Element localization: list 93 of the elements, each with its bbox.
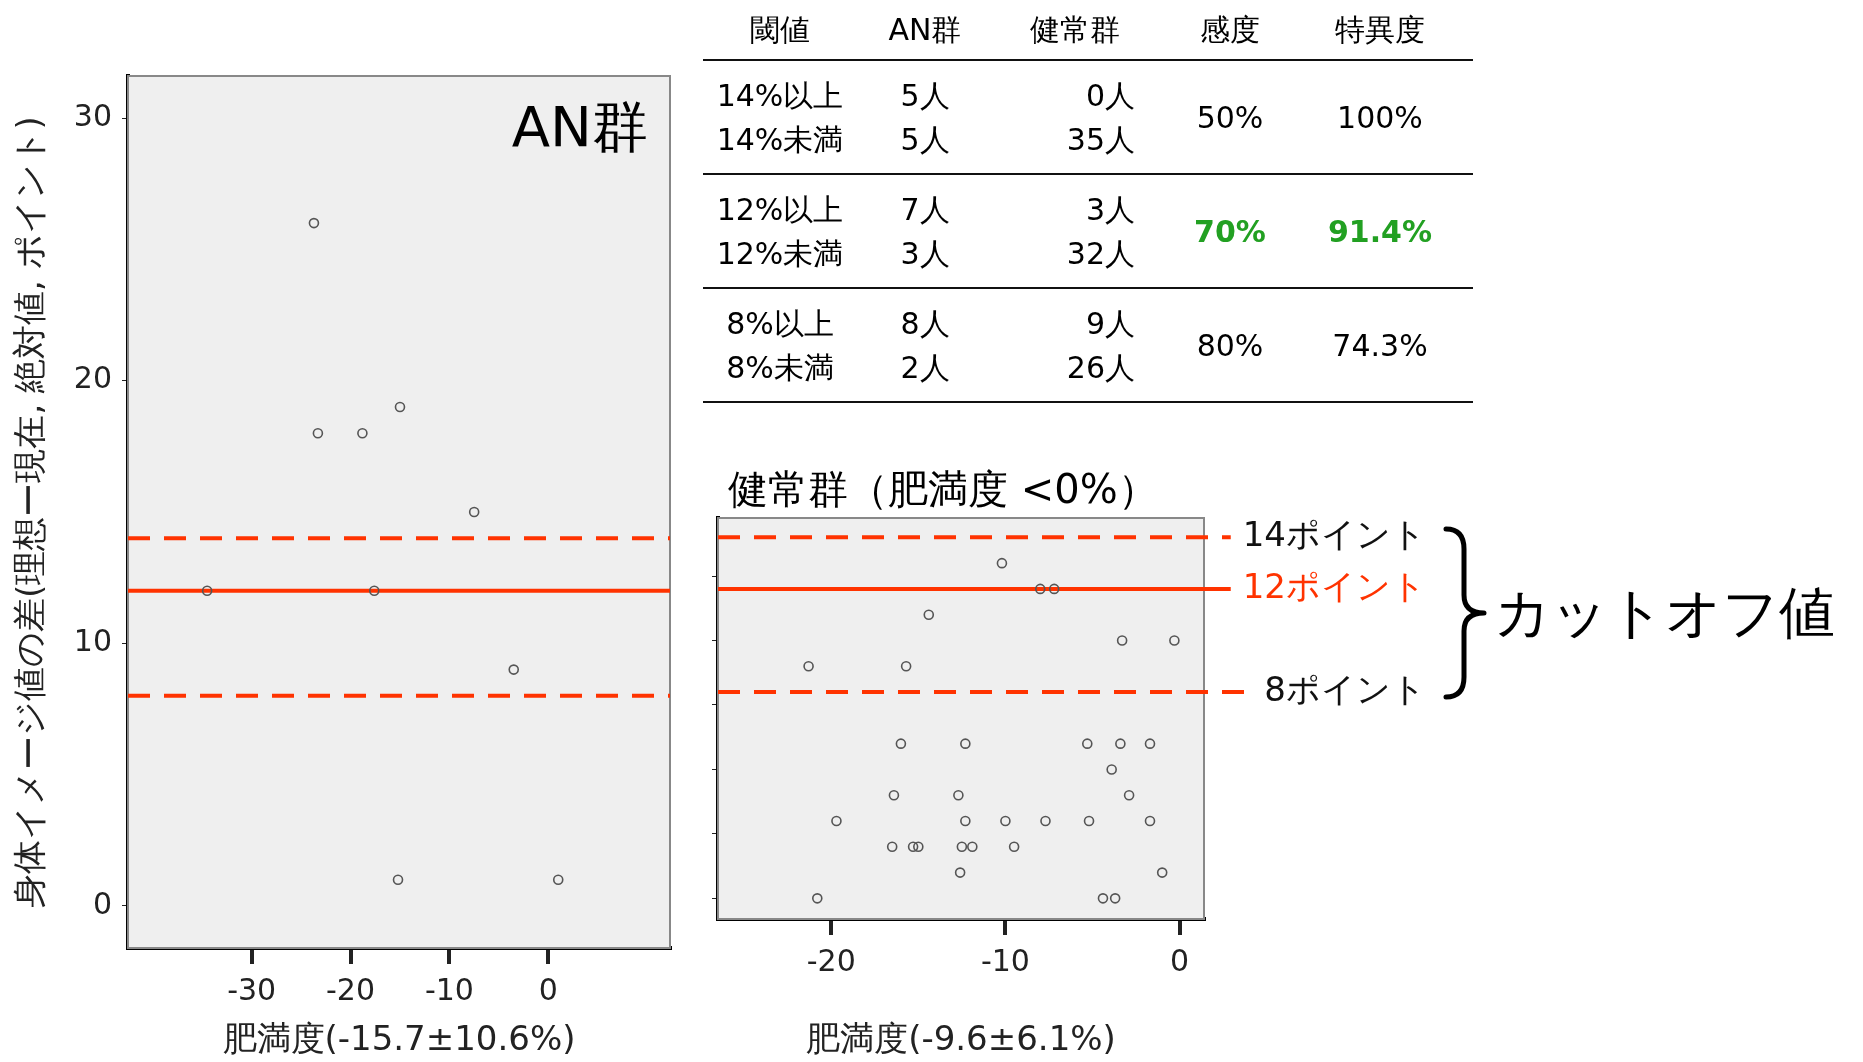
text: 感度 [1199, 11, 1261, 49]
x-axis-title: 肥満度(-9.6±6.1%) [806, 1018, 1116, 1059]
point [1081, 738, 1093, 749]
text: 26人 [1065, 349, 1135, 387]
point [368, 585, 380, 597]
point [900, 660, 912, 672]
point [392, 874, 404, 886]
point [201, 585, 213, 597]
text: 14%以上 [715, 77, 845, 115]
text: 80% [1195, 327, 1265, 365]
ref-line-label: 8ポイント [1264, 668, 1426, 709]
point [1048, 583, 1060, 595]
point [907, 841, 919, 853]
text: 12%以上 [715, 191, 845, 229]
y-tick-label: 30 [73, 97, 112, 133]
point [960, 738, 971, 749]
point [508, 664, 520, 675]
point [1115, 738, 1126, 749]
text: 35人 [1065, 121, 1135, 159]
point [1109, 893, 1121, 904]
point [953, 789, 964, 801]
point [954, 867, 966, 878]
text: 32人 [1065, 235, 1135, 273]
point [312, 427, 324, 439]
chart-title: AN群 [511, 93, 648, 161]
point [1123, 789, 1135, 801]
point [1144, 738, 1156, 749]
point [967, 841, 978, 853]
x-tick-label: 0 [1170, 942, 1190, 978]
y-axis-title: 身体イメージ値の差(理想ー現在, 絶対値, ポイント) [9, 116, 50, 908]
point [1116, 635, 1128, 646]
y-tick-label: 0 [92, 885, 112, 921]
x-tick-label: 0 [538, 971, 558, 1007]
point [960, 815, 971, 827]
text: 3人 [899, 235, 951, 273]
text: 特異度 [1334, 11, 1426, 49]
text: 8人 [899, 305, 951, 343]
text: 5人 [899, 121, 951, 159]
text: 12%未満 [715, 235, 845, 273]
text: 8%未満 [725, 349, 835, 387]
text: 91.4% [1326, 213, 1434, 251]
point [831, 815, 842, 827]
point [811, 893, 823, 904]
point [803, 660, 814, 672]
point [1083, 815, 1095, 827]
text: 14%未満 [715, 121, 845, 159]
text: 70% [1193, 213, 1267, 251]
point [923, 609, 935, 620]
point [1156, 867, 1168, 878]
x-tick-label: -10 [980, 942, 1030, 978]
point [357, 427, 368, 439]
x-axis-title: 肥満度(-15.7±10.6%) [222, 1018, 576, 1059]
point [888, 789, 900, 801]
ref-line-label: 14ポイント [1242, 514, 1426, 555]
x-tick-label: -10 [424, 971, 474, 1007]
text: 5人 [899, 77, 951, 115]
text: 閾値 [749, 11, 811, 49]
text: AN群 [887, 11, 963, 49]
text: 100% [1336, 99, 1424, 137]
ref-line-label: 12ポイント [1242, 565, 1426, 606]
point [996, 557, 1008, 569]
text: 8%以上 [725, 305, 835, 343]
x-tick-label: -30 [227, 971, 277, 1007]
text: 50% [1195, 99, 1265, 137]
x-tick-label: -20 [806, 942, 856, 978]
x-tick-label: -20 [326, 971, 376, 1007]
text: 健常群 [1029, 11, 1121, 49]
text: 7人 [899, 191, 951, 229]
point [1034, 583, 1046, 595]
text: 2人 [899, 349, 951, 387]
point [956, 841, 968, 853]
point [886, 841, 898, 853]
point [552, 874, 564, 886]
text: 74.3% [1331, 327, 1429, 365]
text: 3人 [1084, 191, 1135, 229]
text: 9人 [1084, 305, 1135, 343]
point [394, 401, 406, 413]
point [1169, 635, 1180, 646]
point [1040, 815, 1051, 827]
point [1106, 764, 1117, 775]
point [468, 506, 480, 518]
text: 0人 [1084, 77, 1135, 115]
text: カットオフ値 [1494, 579, 1835, 647]
y-tick-label: 10 [73, 623, 112, 659]
point [1008, 841, 1020, 853]
point [1000, 815, 1011, 827]
chart-title: 健常群（肥満度 <0%） [728, 465, 1158, 514]
y-tick-label: 20 [73, 360, 112, 396]
point [913, 841, 924, 853]
point [1144, 815, 1156, 827]
point [308, 217, 320, 229]
point [1097, 893, 1109, 904]
point [895, 738, 907, 749]
